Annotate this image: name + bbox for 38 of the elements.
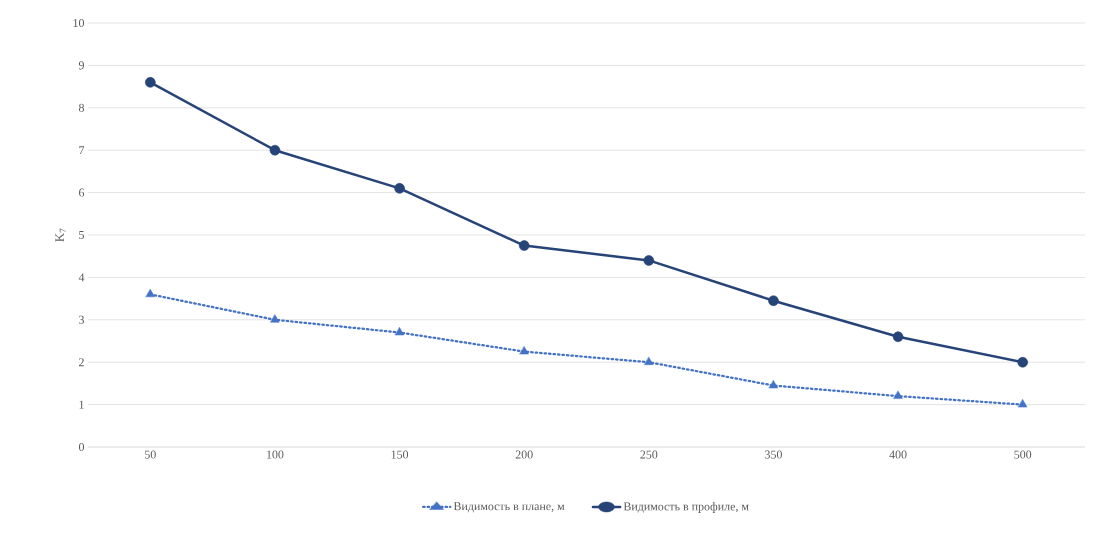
x-tick-label: 100 — [267, 450, 284, 459]
y-tick-label: 5 — [79, 231, 85, 239]
y-axis-title: K$_{7}$ — [55, 228, 66, 242]
point — [1018, 399, 1028, 408]
y-tick-label: 10 — [73, 18, 85, 28]
point — [519, 346, 529, 355]
y-tick-label: 6 — [79, 188, 85, 197]
x-tick-label: 200 — [515, 450, 533, 459]
point — [518, 240, 530, 251]
point — [1017, 356, 1028, 368]
x-tick-label: 400 — [889, 450, 907, 459]
y-tick-label: 9 — [78, 61, 84, 70]
point — [768, 380, 779, 389]
x-tick-label: 50 — [145, 450, 156, 459]
y-tick-label: 1 — [79, 400, 84, 409]
point — [145, 77, 156, 88]
point — [269, 144, 281, 156]
y-tick-label: 3 — [79, 315, 85, 324]
point — [270, 314, 280, 323]
y-tick-label: 4 — [78, 273, 85, 282]
point — [768, 295, 779, 306]
x-tick-label: 250 — [640, 450, 658, 459]
x-tick-label: 350 — [765, 450, 782, 459]
legend-label: Видимость в плане, м — [453, 502, 565, 513]
point — [644, 356, 654, 365]
y-tick-label: 7 — [79, 146, 85, 155]
y-tick-label: 8 — [78, 103, 85, 112]
point — [394, 327, 405, 336]
y-tick-label: 0 — [78, 442, 85, 452]
legend-label: Видимость в профиле, м — [623, 502, 749, 513]
x-tick-label: 150 — [391, 450, 409, 459]
point — [394, 183, 405, 194]
point — [643, 255, 655, 266]
y-tick-label: 2 — [79, 358, 84, 367]
point — [892, 331, 904, 343]
point — [145, 289, 155, 298]
point — [893, 390, 903, 399]
x-tick-label: 500 — [1014, 450, 1032, 459]
